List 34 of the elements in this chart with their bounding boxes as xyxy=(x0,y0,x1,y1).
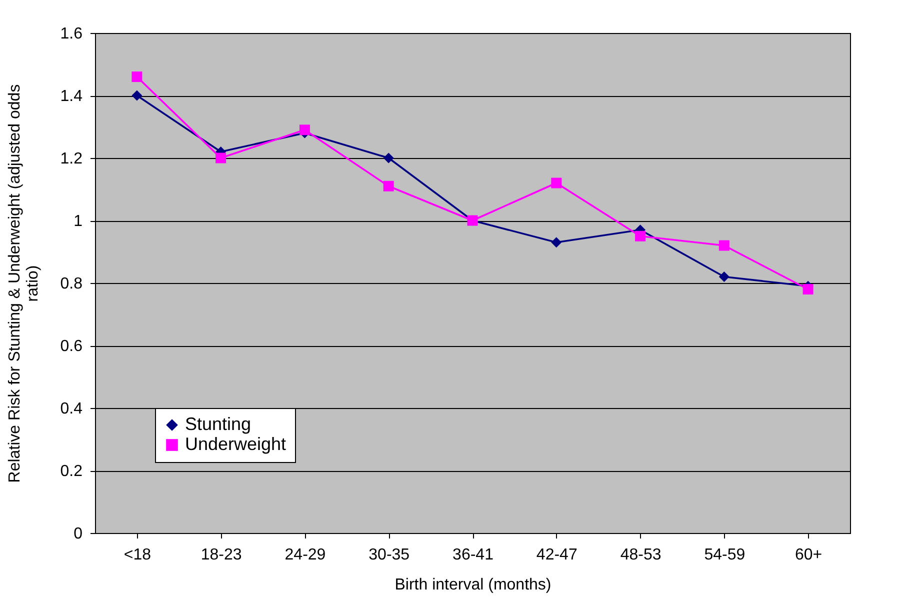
x-tick-label: 36-41 xyxy=(452,546,494,564)
point xyxy=(551,237,562,248)
point xyxy=(216,152,226,164)
x-tick-label: 48-53 xyxy=(620,546,662,564)
point xyxy=(299,124,310,136)
point xyxy=(551,178,562,188)
y-axis-title: Relative Risk for Stunting & Underweight (adjusted odds ratio) xyxy=(6,84,42,483)
point xyxy=(718,272,730,282)
y-tick-label: 1 xyxy=(74,213,83,230)
y-tick-label: 0.2 xyxy=(60,463,83,480)
point xyxy=(132,90,142,101)
point xyxy=(132,72,142,82)
point xyxy=(718,240,730,251)
x-tick-label: 60+ xyxy=(794,546,822,564)
x-tick-label: 30-35 xyxy=(368,546,410,564)
y-tick-label: 1.2 xyxy=(60,150,83,168)
legend-label: Stunting xyxy=(185,414,252,434)
y-tick-label: 0.6 xyxy=(60,338,83,355)
x-tick-label: <18 xyxy=(124,546,152,564)
x-axis-title: Birth interval (months) xyxy=(394,576,552,594)
y-tick-label: 1.4 xyxy=(60,88,83,105)
y-tick-label: 1.6 xyxy=(60,26,83,42)
x-tick-label: 24-29 xyxy=(284,546,326,564)
y-tick-label: 0.8 xyxy=(60,276,83,292)
point xyxy=(802,284,814,294)
point xyxy=(635,230,646,242)
point xyxy=(383,152,394,164)
y-tick-label: 0.4 xyxy=(60,400,83,418)
legend-label: Underweight xyxy=(185,434,286,454)
x-tick-label: 18-23 xyxy=(200,546,242,564)
x-tick-label: 42-47 xyxy=(536,546,578,564)
x-tick-label: 54-59 xyxy=(704,546,746,564)
point xyxy=(383,180,394,192)
y-tick-label: 0 xyxy=(74,526,83,542)
